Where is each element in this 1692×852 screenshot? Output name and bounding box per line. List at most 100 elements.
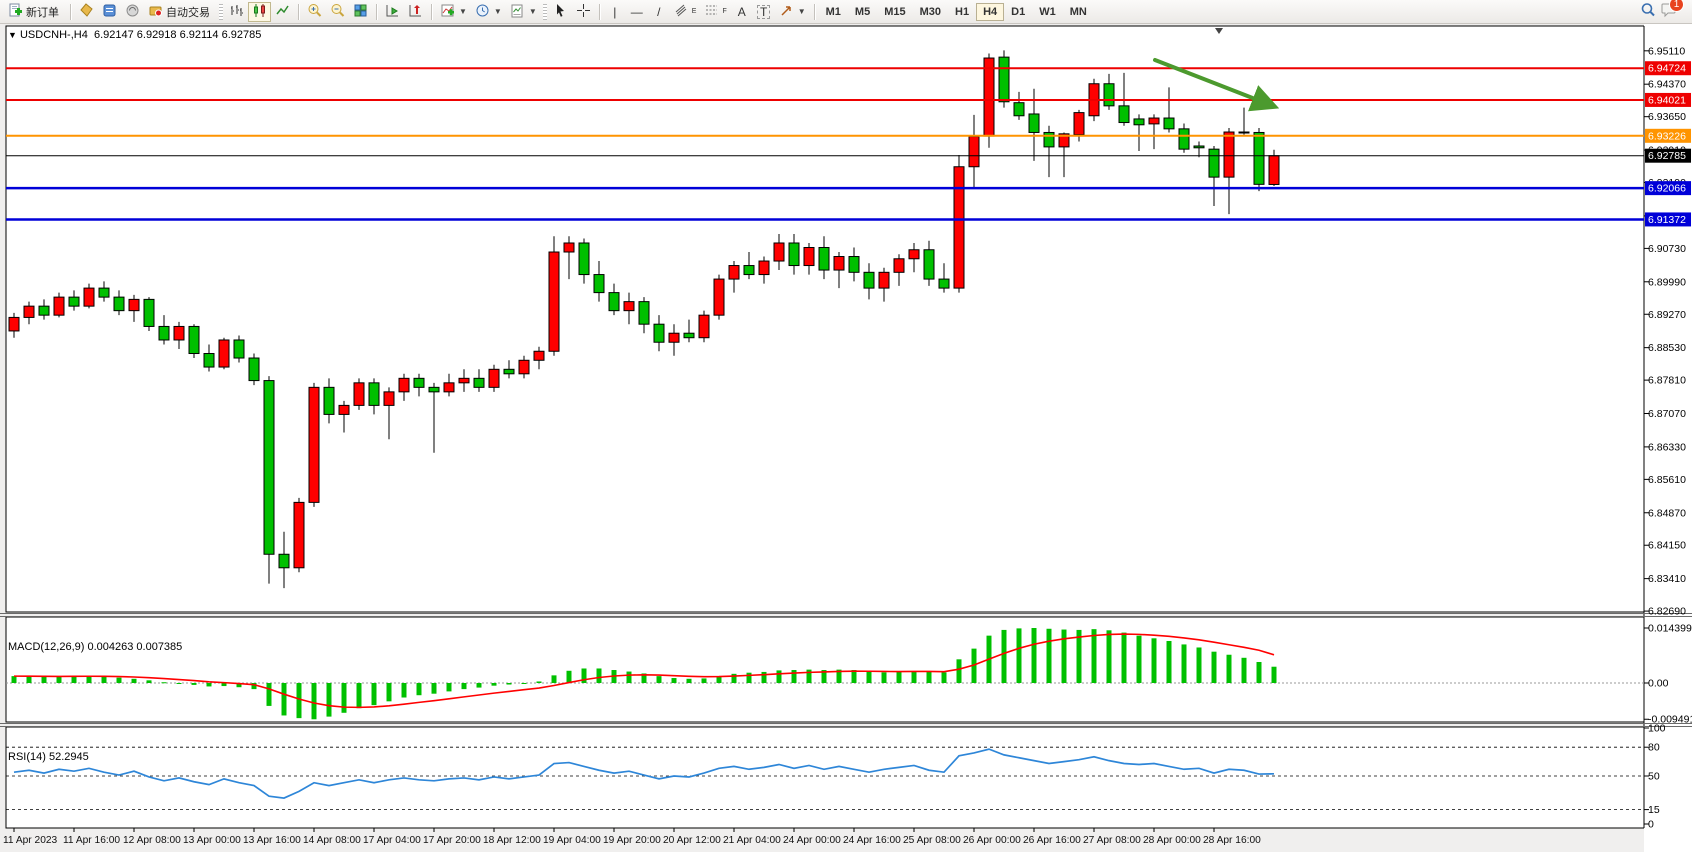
zoom-in-button[interactable] [303,2,326,22]
search-button[interactable] [1636,2,1660,22]
price-tick-label: 6.89990 [1648,276,1686,288]
macd-signal-line [13,633,1275,709]
candlestick-chart-button[interactable] [248,1,271,22]
macd-axis-label: 0.00 [1648,678,1669,690]
time-tick-label[interactable]: 26 Apr 00:00 [963,835,1021,846]
label-tool-button[interactable]: T [753,2,775,22]
text-tool-button[interactable]: A [731,2,753,22]
macd-histogram-bar [1226,654,1232,683]
macd-histogram-bar [1106,630,1112,683]
candle [668,324,680,356]
time-tick-label[interactable]: 19 Apr 20:00 [603,835,661,846]
price-badge-label: 6.92066 [1648,183,1686,195]
macd-histogram-bar [266,683,272,706]
timeframe-button-m15[interactable]: M15 [877,3,912,21]
macd-histogram-bar [641,673,647,683]
macd-indicator-label: MACD(12,26,9) 0.004263 0.007385 [8,641,183,653]
line-chart-button[interactable] [271,2,294,22]
timeframe-button-w1[interactable]: W1 [1032,3,1063,21]
time-tick-label[interactable]: 19 Apr 04:00 [543,835,601,846]
time-tick-label[interactable]: 27 Apr 08:00 [1083,835,1141,846]
rsi-line [13,748,1275,799]
time-tick-label[interactable]: 11 Apr 2023 [3,835,58,846]
indicators-button[interactable]: ▼ [436,2,471,22]
time-tick-label[interactable]: 14 Apr 08:00 [303,835,361,846]
macd-histogram-bar [521,683,527,684]
new-order-button[interactable]: 新订单 [4,2,66,22]
macd-histogram-bar [776,670,782,683]
templates-button[interactable]: ▼ [506,2,541,22]
time-tick-label[interactable]: 18 Apr 12:00 [483,835,541,846]
tile-windows-icon [353,3,368,21]
macd-histogram-bar [371,683,377,706]
timeframe-button-h1[interactable]: H1 [948,3,976,21]
time-tick-label[interactable]: 13 Apr 16:00 [243,835,301,846]
chart-shift-button[interactable] [404,2,427,22]
market-watch-button[interactable] [75,2,98,22]
macd-histogram-bar [41,676,47,683]
time-tick-label[interactable]: 12 Apr 08:00 [123,835,181,846]
tile-windows-button[interactable] [349,2,372,22]
timeframe-button-mn[interactable]: MN [1063,3,1094,21]
price-badge-label: 6.94021 [1648,94,1686,106]
time-tick-label[interactable]: 11 Apr 16:00 [63,835,120,846]
time-tick-label[interactable]: 28 Apr 16:00 [1203,835,1261,846]
horizontal-line-tool-button[interactable]: — [626,2,648,22]
notifications-button[interactable]: 1 [1660,0,1684,23]
auto-trading-button[interactable]: 自动交易 [144,2,217,22]
toolbar-grip [542,3,547,20]
periods-button[interactable]: ▼ [471,2,506,22]
data-window-button[interactable] [98,2,121,22]
channel-tool-button[interactable]: E [670,2,701,22]
navigator-button[interactable] [121,2,144,22]
time-tick-label[interactable]: 28 Apr 00:00 [1143,835,1201,846]
bar-chart-button[interactable] [225,2,248,22]
arrows-tool-button[interactable]: ▼ [775,2,810,22]
fibonacci-tool-button[interactable]: F [700,2,730,22]
time-tick-label[interactable]: 24 Apr 00:00 [783,835,841,846]
rsi-indicator-label: RSI(14) 52.2945 [8,751,89,763]
chart-canvas[interactable]: 6.951106.943706.936506.929106.921906.914… [0,24,1692,852]
candle [923,240,935,286]
time-tick-label[interactable]: 20 Apr 12:00 [663,835,721,846]
vertical-line-tool-button[interactable]: | [604,2,626,22]
candle [143,297,155,331]
cursor-button[interactable] [549,2,572,22]
timeframe-button-m1[interactable]: M1 [819,3,848,21]
candle [743,252,755,280]
candle [773,233,785,271]
macd-histogram-bar [311,683,317,720]
zoom-out-button[interactable] [326,2,349,22]
timeframe-button-h4[interactable]: H4 [976,2,1005,21]
price-tick-label: 6.86330 [1648,441,1686,453]
auto-scroll-button[interactable] [381,2,404,22]
clock-icon [475,3,490,21]
time-tick-label[interactable]: 26 Apr 16:00 [1023,835,1081,846]
candle [443,373,455,397]
timeframe-button-m30[interactable]: M30 [913,3,948,21]
chart-symbol-period: USDCNH-,H4 [19,29,88,41]
time-tick-label[interactable]: 24 Apr 16:00 [843,835,901,846]
time-tick-label[interactable]: 13 Apr 00:00 [183,835,241,846]
time-tick-label[interactable]: 17 Apr 20:00 [423,835,481,846]
crosshair-button[interactable] [572,2,595,22]
toolbar-separator [813,3,815,20]
macd-panel [5,616,1645,723]
time-tick-label[interactable]: 25 Apr 08:00 [903,835,961,846]
time-tick-label[interactable]: 21 Apr 04:00 [723,835,781,846]
macd-histogram-bar [146,680,152,683]
time-tick-label[interactable]: 17 Apr 04:00 [363,835,421,846]
timeframe-button-d1[interactable]: D1 [1004,3,1032,21]
collapse-chart-icon[interactable]: ▼ [8,30,17,40]
macd-histogram-bar [896,671,902,683]
candle [653,315,665,352]
trend-arrow-object[interactable] [1153,58,1280,112]
candle [278,531,290,589]
candle [428,382,440,453]
timeframe-button-m5[interactable]: M5 [848,3,877,21]
zoom-out-icon [330,3,345,21]
price-tick-label: 6.82690 [1648,606,1686,618]
price-tick-label: 6.89270 [1648,309,1686,321]
macd-histogram-bar [131,678,137,683]
trendline-tool-button[interactable]: / [648,2,670,22]
